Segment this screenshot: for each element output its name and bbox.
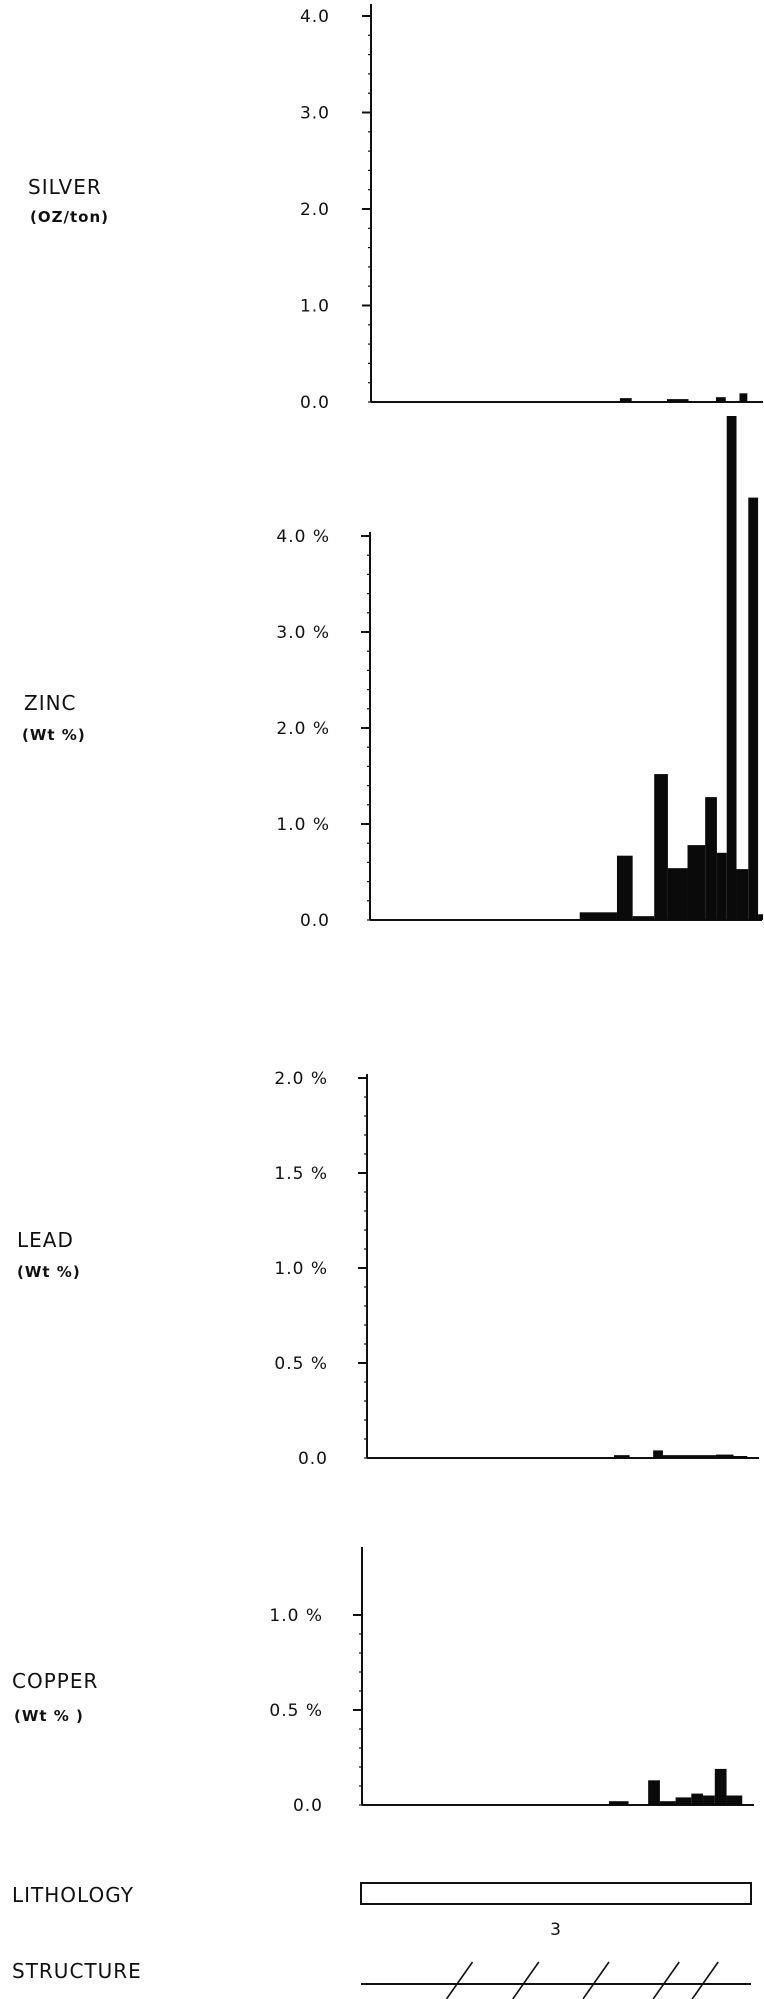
copper-y-axis: 0.0 0.5 % 1.0 %: [269, 1547, 754, 1816]
lead-unit: (Wt %): [17, 1263, 81, 1281]
silver-bar: [666, 399, 689, 402]
structure-marks: [445, 1961, 719, 1999]
copper-bar: [659, 1801, 676, 1805]
silver-bar: [619, 398, 632, 402]
silver-tick-label: 0.0: [300, 393, 330, 413]
lithology-row: LITHOLOGY 3: [12, 1882, 752, 1940]
lead-bar: [653, 1450, 663, 1458]
copper-tick-label: 0.5 %: [269, 1701, 323, 1721]
lead-tick-label: 1.0 %: [274, 1259, 328, 1279]
lithology-label: LITHOLOGY: [12, 1883, 134, 1907]
copper-tick-label: 0.0: [293, 1796, 323, 1816]
zinc-tick-label: 4.0 %: [276, 527, 330, 547]
zinc-bars: [579, 416, 763, 920]
silver-tick-label: 1.0: [300, 297, 330, 317]
lead-bar: [715, 1454, 734, 1458]
lead-tick-label: 1.5 %: [274, 1164, 328, 1184]
lead-bar: [733, 1456, 748, 1458]
lithology-unit-box: [360, 1882, 752, 1905]
zinc-tick-label: 3.0 %: [276, 623, 330, 643]
zinc-tick-label: 0.0: [300, 911, 330, 931]
zinc-label: ZINC: [24, 691, 77, 715]
structure-joint-mark: [512, 1961, 540, 1999]
zinc-tick-label: 1.0 %: [276, 815, 330, 835]
structure-joint-mark: [691, 1961, 719, 1999]
zinc-tick-label: 2.0 %: [276, 719, 330, 739]
zinc-bar: [667, 868, 688, 920]
lead-panel: LEAD (Wt %) 0.0 0.5 % 1.0 % 1.5 % 2.0 %: [17, 1069, 759, 1469]
silver-bar: [739, 393, 748, 402]
copper-bar: [691, 1793, 704, 1805]
lead-y-axis: 0.0 0.5 % 1.0 % 1.5 % 2.0 %: [274, 1069, 759, 1469]
silver-tick-label: 4.0: [300, 7, 330, 27]
zinc-bar: [726, 416, 737, 920]
structure-joint-mark: [582, 1961, 610, 1999]
lead-label: LEAD: [17, 1228, 74, 1252]
silver-y-axis: 0.0 1.0 2.0 3.0 4.0: [300, 4, 763, 413]
zinc-bar: [687, 845, 706, 920]
zinc-bar: [748, 497, 759, 920]
structure-row: STRUCTURE: [12, 1959, 751, 1999]
copper-bar: [608, 1801, 629, 1805]
silver-unit: (OZ/ton): [30, 208, 109, 226]
silver-panel: SILVER (OZ/ton) 0.0 1.0 2.0 3.0 4.0: [28, 4, 763, 413]
copper-bar: [726, 1795, 743, 1805]
copper-bar: [675, 1797, 692, 1805]
lead-tick-label: 0.5 %: [274, 1354, 328, 1374]
copper-bar: [714, 1768, 727, 1805]
copper-bar: [648, 1780, 660, 1805]
zinc-bar: [736, 869, 749, 920]
lithology-unit-number: 3: [550, 1920, 562, 1940]
lead-bars: [613, 1450, 748, 1458]
zinc-bar: [616, 855, 633, 920]
copper-panel: COPPER (Wt % ) 0.0 0.5 % 1.0 %: [12, 1547, 754, 1816]
copper-tick-label: 1.0 %: [269, 1606, 323, 1626]
copper-label: COPPER: [12, 1669, 98, 1693]
zinc-panel: ZINC (Wt %) 0.0 1.0 % 2.0 % 3.0 % 4.0 %: [22, 416, 763, 931]
silver-tick-label: 3.0: [300, 104, 330, 124]
copper-bars: [608, 1768, 743, 1805]
silver-bar: [715, 397, 726, 402]
zinc-bar: [705, 797, 717, 920]
zinc-bar: [758, 914, 763, 920]
zinc-bar: [579, 912, 617, 920]
lead-tick-label: 2.0 %: [274, 1069, 328, 1089]
lead-tick-label: 0.0: [298, 1449, 328, 1469]
copper-bar: [703, 1795, 715, 1805]
silver-tick-label: 2.0: [300, 200, 330, 220]
structure-joint-mark: [652, 1961, 680, 1999]
zinc-bar: [654, 774, 668, 920]
copper-unit: (Wt % ): [14, 1707, 84, 1725]
lead-bar: [662, 1455, 716, 1458]
zinc-unit: (Wt %): [22, 726, 86, 744]
silver-label: SILVER: [28, 175, 102, 199]
lead-bar: [613, 1455, 630, 1458]
structure-joint-mark: [445, 1961, 474, 1999]
silver-bars: [619, 393, 748, 402]
zinc-bar: [632, 916, 655, 920]
zinc-bar: [716, 852, 727, 920]
structure-label: STRUCTURE: [12, 1959, 142, 1983]
